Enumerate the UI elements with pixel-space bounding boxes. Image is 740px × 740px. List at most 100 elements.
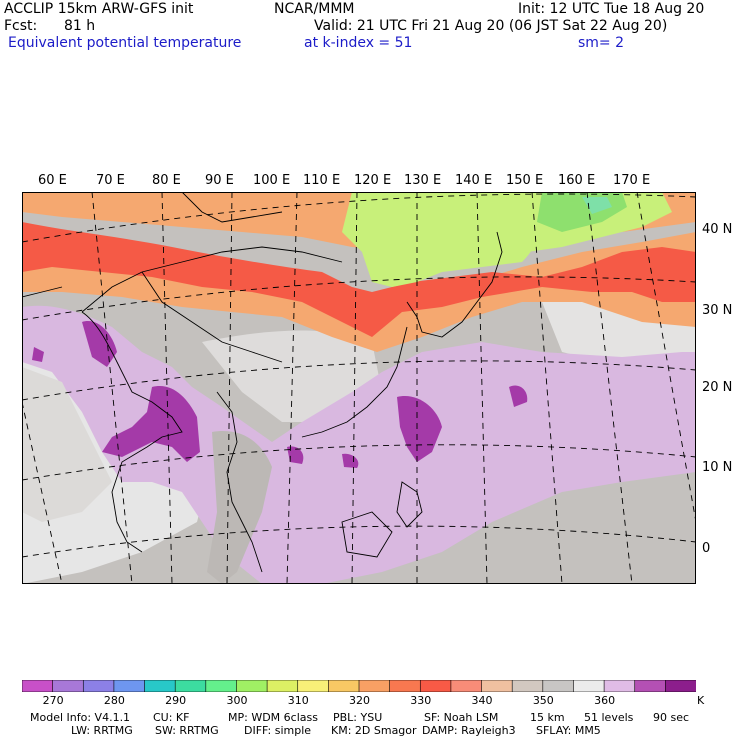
center-name: NCAR/MMM — [274, 1, 355, 17]
level-index: at k-index = 51 — [304, 35, 413, 51]
purple-region — [509, 385, 528, 407]
model-title: ACCLIP 15km ARW-GFS init — [4, 1, 194, 17]
purple-region — [287, 446, 304, 464]
colorbar-swatch — [481, 680, 513, 692]
forecast-label: Fcst: — [4, 18, 38, 34]
footer-item: PBL: YSU — [333, 711, 383, 724]
purple-region — [82, 321, 117, 367]
colorbar-tick-label: 320 — [349, 694, 370, 707]
china-coast — [301, 326, 408, 438]
lon-label: 110 E — [303, 173, 341, 188]
colorbar-tick-label: 270 — [42, 694, 64, 707]
coastlines — [22, 192, 503, 573]
tropical-lavender-region — [22, 305, 696, 584]
footer-item: SW: RRTMG — [155, 724, 219, 737]
purple-region — [397, 396, 442, 462]
colorbar-swatch — [297, 680, 330, 692]
footer-item: 15 km — [530, 711, 565, 724]
lon-label: 60 E — [38, 173, 67, 188]
border — [141, 271, 283, 363]
lon-label: 130 E — [404, 173, 442, 188]
footer-item: SFLAY: MM5 — [536, 724, 601, 737]
gray-patch — [22, 367, 112, 522]
india-coast — [81, 311, 183, 553]
lat-label: 20 N — [702, 380, 733, 395]
valid-time: Valid: 21 UTC Fri 21 Aug 20 (06 JST Sat … — [314, 18, 668, 34]
red-band — [22, 222, 696, 337]
init-time: Init: 12 UTC Tue 18 Aug 20 — [518, 1, 705, 17]
colorbar-swatch — [603, 680, 636, 692]
lon-label: 100 E — [253, 173, 291, 188]
indochina-coast — [216, 391, 263, 573]
purple-region — [32, 347, 44, 362]
purple-region — [342, 453, 359, 468]
colorbar-swatch — [174, 680, 207, 692]
longitude-line — [636, 192, 696, 523]
lon-label: 70 E — [96, 173, 125, 188]
colorbar-swatch — [419, 680, 452, 692]
colorbar-swatch — [52, 680, 85, 692]
colorbar-swatch — [328, 680, 360, 692]
teal-region — [582, 197, 612, 214]
footer-item: KM: 2D Smagor — [331, 724, 417, 737]
lat-label: 40 N — [702, 222, 733, 237]
border — [181, 192, 283, 223]
colorbar-tick-label: 280 — [103, 694, 125, 707]
footer-item: 90 sec — [653, 711, 690, 724]
colorbar-swatch — [358, 680, 391, 692]
colorbar-swatch — [82, 680, 115, 692]
colorbar-unit: K — [697, 694, 705, 707]
colorbar-swatch — [542, 680, 575, 692]
lat-label: 0 — [702, 541, 711, 556]
colorbar-tick-label: 300 — [226, 694, 248, 707]
gray-patch — [207, 431, 272, 584]
light-gray-region — [202, 330, 382, 422]
lat-label: 30 N — [702, 303, 733, 318]
colorbar-tick-label: 360 — [594, 694, 616, 707]
forecast-hour: 81 h — [64, 18, 96, 34]
footer-item: 51 levels — [584, 711, 634, 724]
colorbar-swatch — [511, 680, 544, 692]
colorbar-swatch — [205, 680, 238, 692]
colorbar-swatch — [236, 680, 268, 692]
footer-item: MP: WDM 6class — [228, 711, 318, 724]
colorbar-swatch — [22, 680, 54, 692]
colorbar-swatch — [634, 680, 667, 692]
colorbar-swatch — [144, 680, 176, 692]
lat-label: 10 N — [702, 460, 733, 475]
footer-item: Model Info: V4.1.1 — [30, 711, 131, 724]
philippines-coast — [396, 481, 423, 528]
footer-item: DIFF: simple — [244, 724, 312, 737]
graticule — [22, 192, 696, 584]
purple-region — [102, 386, 200, 462]
footer-item: DAMP: Rayleigh3 — [422, 724, 516, 737]
longitude-line — [22, 401, 63, 584]
smoothing: sm= 2 — [578, 35, 625, 51]
equivalent-potential-temperature-map — [22, 192, 696, 584]
colorbar-swatch — [450, 680, 483, 692]
colorbar-swatch — [665, 680, 696, 692]
colorbar-swatch — [266, 680, 299, 692]
colorbar-tick-label: 290 — [165, 694, 187, 707]
yellow-green-region — [342, 192, 546, 287]
map-frame — [22, 192, 696, 584]
footer-item: SF: Noah LSM — [424, 711, 499, 724]
colorbar-tick-label: 310 — [287, 694, 309, 707]
colorbar-tick-label: 340 — [471, 694, 493, 707]
lon-label: 150 E — [506, 173, 544, 188]
lon-label: 140 E — [455, 173, 493, 188]
korea-japan-coast — [406, 231, 503, 338]
tropical-lavender-region — [282, 481, 372, 552]
colorbar — [22, 680, 696, 692]
field-name: Equivalent potential temperature — [8, 35, 242, 51]
colorbar-swatch — [573, 680, 605, 692]
colorbar-swatch — [113, 680, 146, 692]
colorbar-swatch — [389, 680, 422, 692]
lon-label: 80 E — [152, 173, 181, 188]
footer-item: LW: RRTMG — [71, 724, 133, 737]
colorbar-tick-label: 350 — [532, 694, 554, 707]
lon-label: 90 E — [205, 173, 234, 188]
borneo-coast — [341, 511, 393, 558]
colorbar-tick-label: 330 — [410, 694, 432, 707]
lon-label: 170 E — [613, 173, 651, 188]
